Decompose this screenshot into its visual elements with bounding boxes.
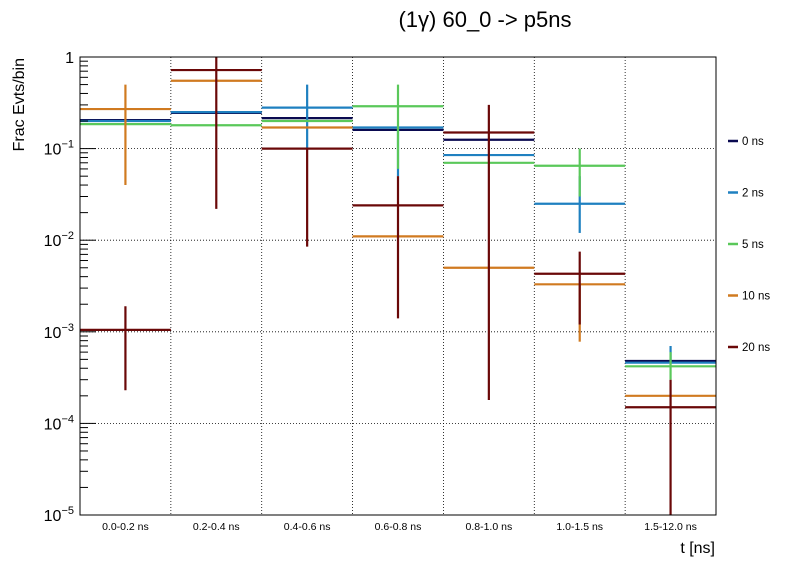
x-axis-title: t [ns] — [680, 540, 715, 557]
y-tick-label: 10−2 — [44, 230, 74, 250]
legend-label: 2 ns — [742, 188, 764, 200]
x-tick-label: 0.2-0.4 ns — [193, 521, 240, 533]
y-tick-label: 10−1 — [44, 139, 74, 159]
y-axis-title: Frac Evts/bin — [11, 58, 28, 151]
x-tick-label: 1.5-12.0 ns — [644, 521, 697, 533]
legend-label: 20 ns — [742, 342, 770, 354]
legend-label: 0 ns — [742, 136, 764, 148]
x-tick-label: 0.8-1.0 ns — [466, 521, 513, 533]
y-tick-label: 10−4 — [44, 413, 74, 433]
y-tick-label: 10−5 — [44, 505, 74, 525]
chart-title: (1γ) 60_0 -> p5ns — [398, 7, 571, 32]
x-tick-label: 0.4-0.6 ns — [284, 521, 331, 533]
x-tick-label: 1.0-1.5 ns — [556, 521, 603, 533]
x-tick-label: 0.0-0.2 ns — [102, 521, 149, 533]
series-4 — [80, 57, 716, 515]
legend-label: 10 ns — [742, 291, 770, 303]
y-tick-label: 10−3 — [44, 322, 74, 342]
x-tick-label: 0.6-0.8 ns — [375, 521, 422, 533]
series-layer — [80, 57, 716, 515]
legend: 0 ns 2 ns 5 ns 10 ns 20 ns — [728, 136, 770, 354]
axes: 10−5 10−4 10−3 10−2 10−1 1 0.0-0.2 ns 0.2-0.4 n… — [44, 50, 697, 533]
legend-label: 5 ns — [742, 239, 764, 251]
plot-frame — [79, 56, 717, 516]
y-tick-label: 1 — [65, 50, 74, 67]
